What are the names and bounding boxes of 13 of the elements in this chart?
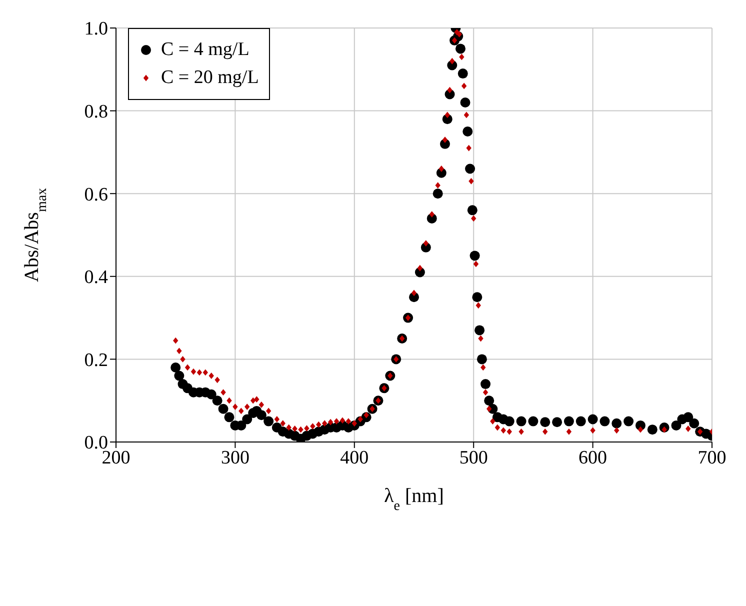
legend-label: C = 4 mg/L: [161, 39, 250, 61]
x-tick-label: 400: [340, 447, 369, 468]
x-tick-label: 500: [459, 447, 488, 468]
y-tick-label: 0.8: [84, 102, 108, 123]
y-tick-label: 0.6: [84, 184, 108, 206]
y-tick-label: 0.2: [84, 350, 108, 371]
y-tick-label: 1.0: [84, 18, 108, 40]
x-tick-label: 700: [698, 447, 726, 468]
x-tick-label: 600: [578, 447, 608, 468]
legend-label: C = 20 mg/L: [161, 67, 259, 89]
x-tick-label: 300: [220, 447, 250, 468]
x-axis-title: λ$_{e}$ [nm]: [384, 485, 444, 514]
y-tick-label: 0.4: [84, 267, 108, 288]
